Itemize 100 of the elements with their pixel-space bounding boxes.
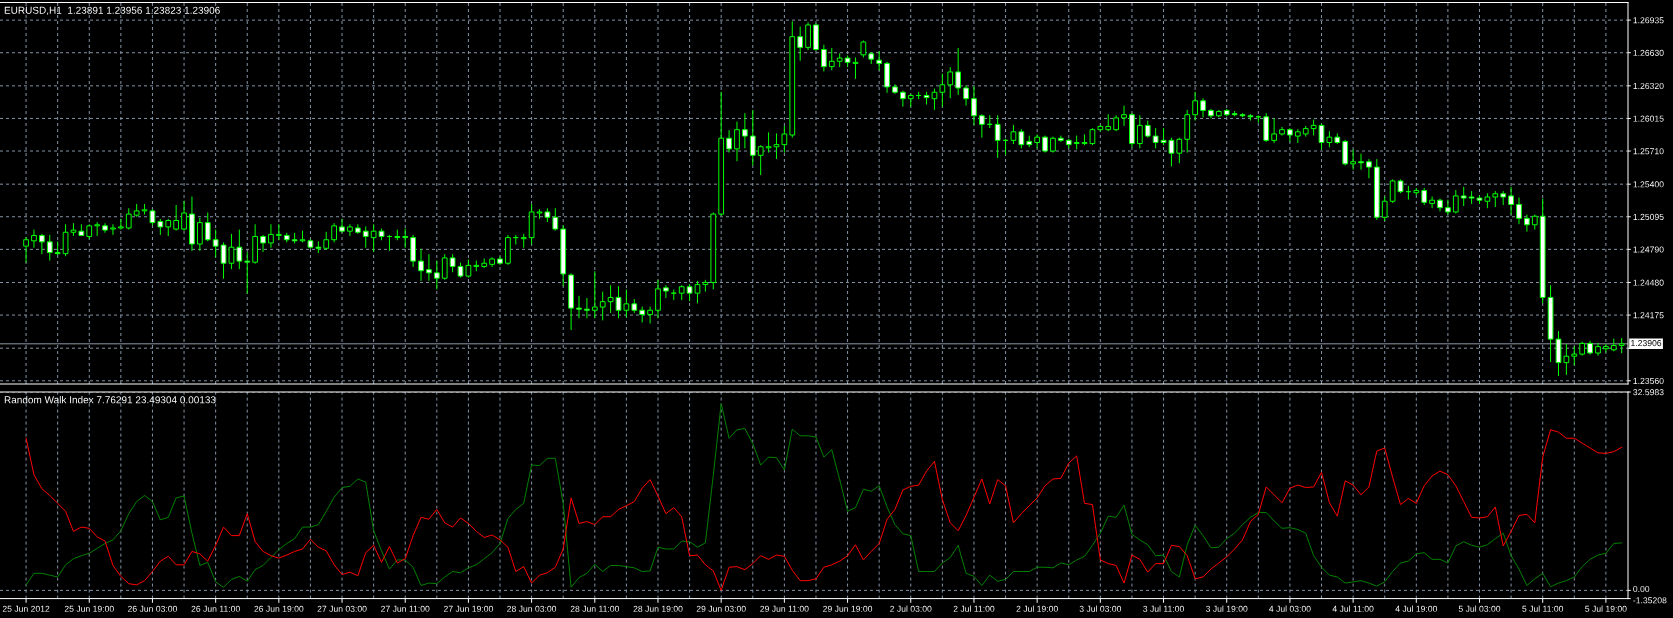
candlestick (370, 224, 377, 252)
candlestick (236, 229, 243, 270)
candlestick (1034, 134, 1041, 149)
candlestick (591, 271, 598, 319)
candlestick (1200, 98, 1206, 118)
y-tick-label: 1.24790 (1633, 246, 1664, 253)
candlestick (315, 241, 322, 254)
candlestick (1263, 113, 1270, 142)
candlestick (876, 51, 883, 71)
candlestick (173, 205, 180, 231)
candlestick (599, 291, 606, 321)
x-tick-label: 2 Jul 11:00 (953, 605, 995, 612)
x-tick-label: 27 Jun 19:00 (443, 605, 493, 612)
candlestick (1460, 186, 1467, 207)
line-series (25, 403, 1623, 588)
x-tick-label: 5 Jul 03:00 (1458, 605, 1501, 612)
x-tick-label: 25 Jun 2012 (2, 605, 50, 612)
candlestick (828, 47, 835, 71)
candlestick (275, 224, 282, 241)
candlestick (1452, 190, 1459, 214)
x-tick-label: 29 Jun 11:00 (760, 605, 809, 612)
candlestick (260, 234, 266, 252)
x-tick-label: 4 Jul 03:00 (1269, 605, 1311, 612)
chart-title: Random Walk Index 7.76291 23.49304 0.00133 (4, 396, 216, 404)
candlestick (726, 130, 732, 153)
candlestick (963, 85, 969, 106)
x-tick-label: 27 Jun 11:00 (381, 605, 430, 612)
x-tick-label: 27 Jun 03:00 (317, 605, 367, 612)
candlestick (1136, 115, 1143, 149)
x-tick-label: 2 Jul 03:00 (890, 605, 932, 612)
x-tick-label: 4 Jul 11:00 (1332, 605, 1374, 612)
candlestick (1445, 199, 1451, 215)
x-tick-label: 2 Jul 19:00 (1016, 605, 1058, 612)
candlestick (125, 208, 132, 230)
y-tick-label: 32.5983 (1633, 389, 1664, 396)
candlestick (821, 44, 827, 72)
y-tick-label: 1.24175 (1633, 312, 1664, 319)
y-tick-label: 0.00 (1633, 585, 1650, 593)
candlestick (584, 298, 590, 319)
candlestick (947, 67, 954, 99)
candlestick (552, 208, 559, 231)
candlestick (46, 234, 53, 261)
x-tick-label: 26 Jun 19:00 (254, 605, 304, 612)
x-tick-label: 25 Jun 19:00 (64, 605, 114, 612)
chart-title: EURUSD,H1 1.23891 1.23956 1.23823 1.23906 (4, 6, 220, 16)
candlestick (426, 254, 432, 281)
candlestick (971, 86, 977, 125)
candlestick (1571, 346, 1578, 366)
x-tick-label: 4 Jul 19:00 (1395, 605, 1438, 612)
candlestick (1342, 139, 1349, 166)
candlestick (196, 217, 203, 251)
candlestick (749, 109, 756, 166)
x-tick-label: 28 Jun 03:00 (507, 605, 557, 612)
candlestick (655, 279, 661, 319)
candlestick (1287, 128, 1293, 142)
candlestick (1271, 118, 1277, 143)
y-tick-label: 1.23560 (1633, 377, 1664, 384)
candlestick (1073, 135, 1080, 150)
candlestick (994, 115, 1001, 158)
candlestick (473, 260, 480, 272)
candlestick (394, 229, 401, 241)
candlestick (899, 90, 906, 107)
x-tick-label: 5 Jul 19:00 (1585, 605, 1627, 612)
y-tick-label: 1.26320 (1633, 82, 1664, 90)
candlestick (441, 254, 448, 280)
candlestick (54, 241, 61, 256)
candlestick (939, 73, 946, 107)
x-tick-label: 29 Jun 19:00 (823, 605, 873, 612)
candlestick (110, 224, 116, 235)
candlestick (1524, 214, 1530, 232)
candlestick (347, 224, 353, 236)
candlestick (797, 26, 804, 61)
candlestick (402, 228, 409, 248)
y-tick-label: 1.24480 (1633, 279, 1664, 286)
candlestick (647, 306, 653, 324)
candlestick (805, 22, 811, 51)
y-tick-label: 1.26630 (1633, 49, 1664, 56)
candlestick (39, 233, 45, 255)
y-tick-label: 1.26935 (1633, 17, 1664, 24)
candlestick (94, 222, 101, 236)
candlestick (212, 229, 219, 258)
candlestick (117, 218, 124, 230)
candlestick (1358, 153, 1364, 170)
candlestick (362, 226, 369, 248)
y-tick-label: -1.35208 (1633, 597, 1667, 604)
y-tick-label: 1.25400 (1633, 181, 1664, 188)
candlestick (433, 260, 440, 290)
candlestick (331, 223, 337, 243)
candlestick (1192, 91, 1198, 121)
candlestick (1516, 197, 1522, 225)
candlestick (181, 200, 187, 231)
candlestick (244, 252, 251, 294)
candlestick (1121, 105, 1127, 126)
candlestick (1366, 159, 1372, 179)
y-tick-label: 1.25095 (1633, 213, 1664, 220)
candlestick (291, 232, 298, 244)
candlestick (1176, 137, 1183, 164)
candlestick (978, 114, 985, 138)
candlestick (1603, 343, 1609, 353)
candlestick (742, 113, 748, 149)
